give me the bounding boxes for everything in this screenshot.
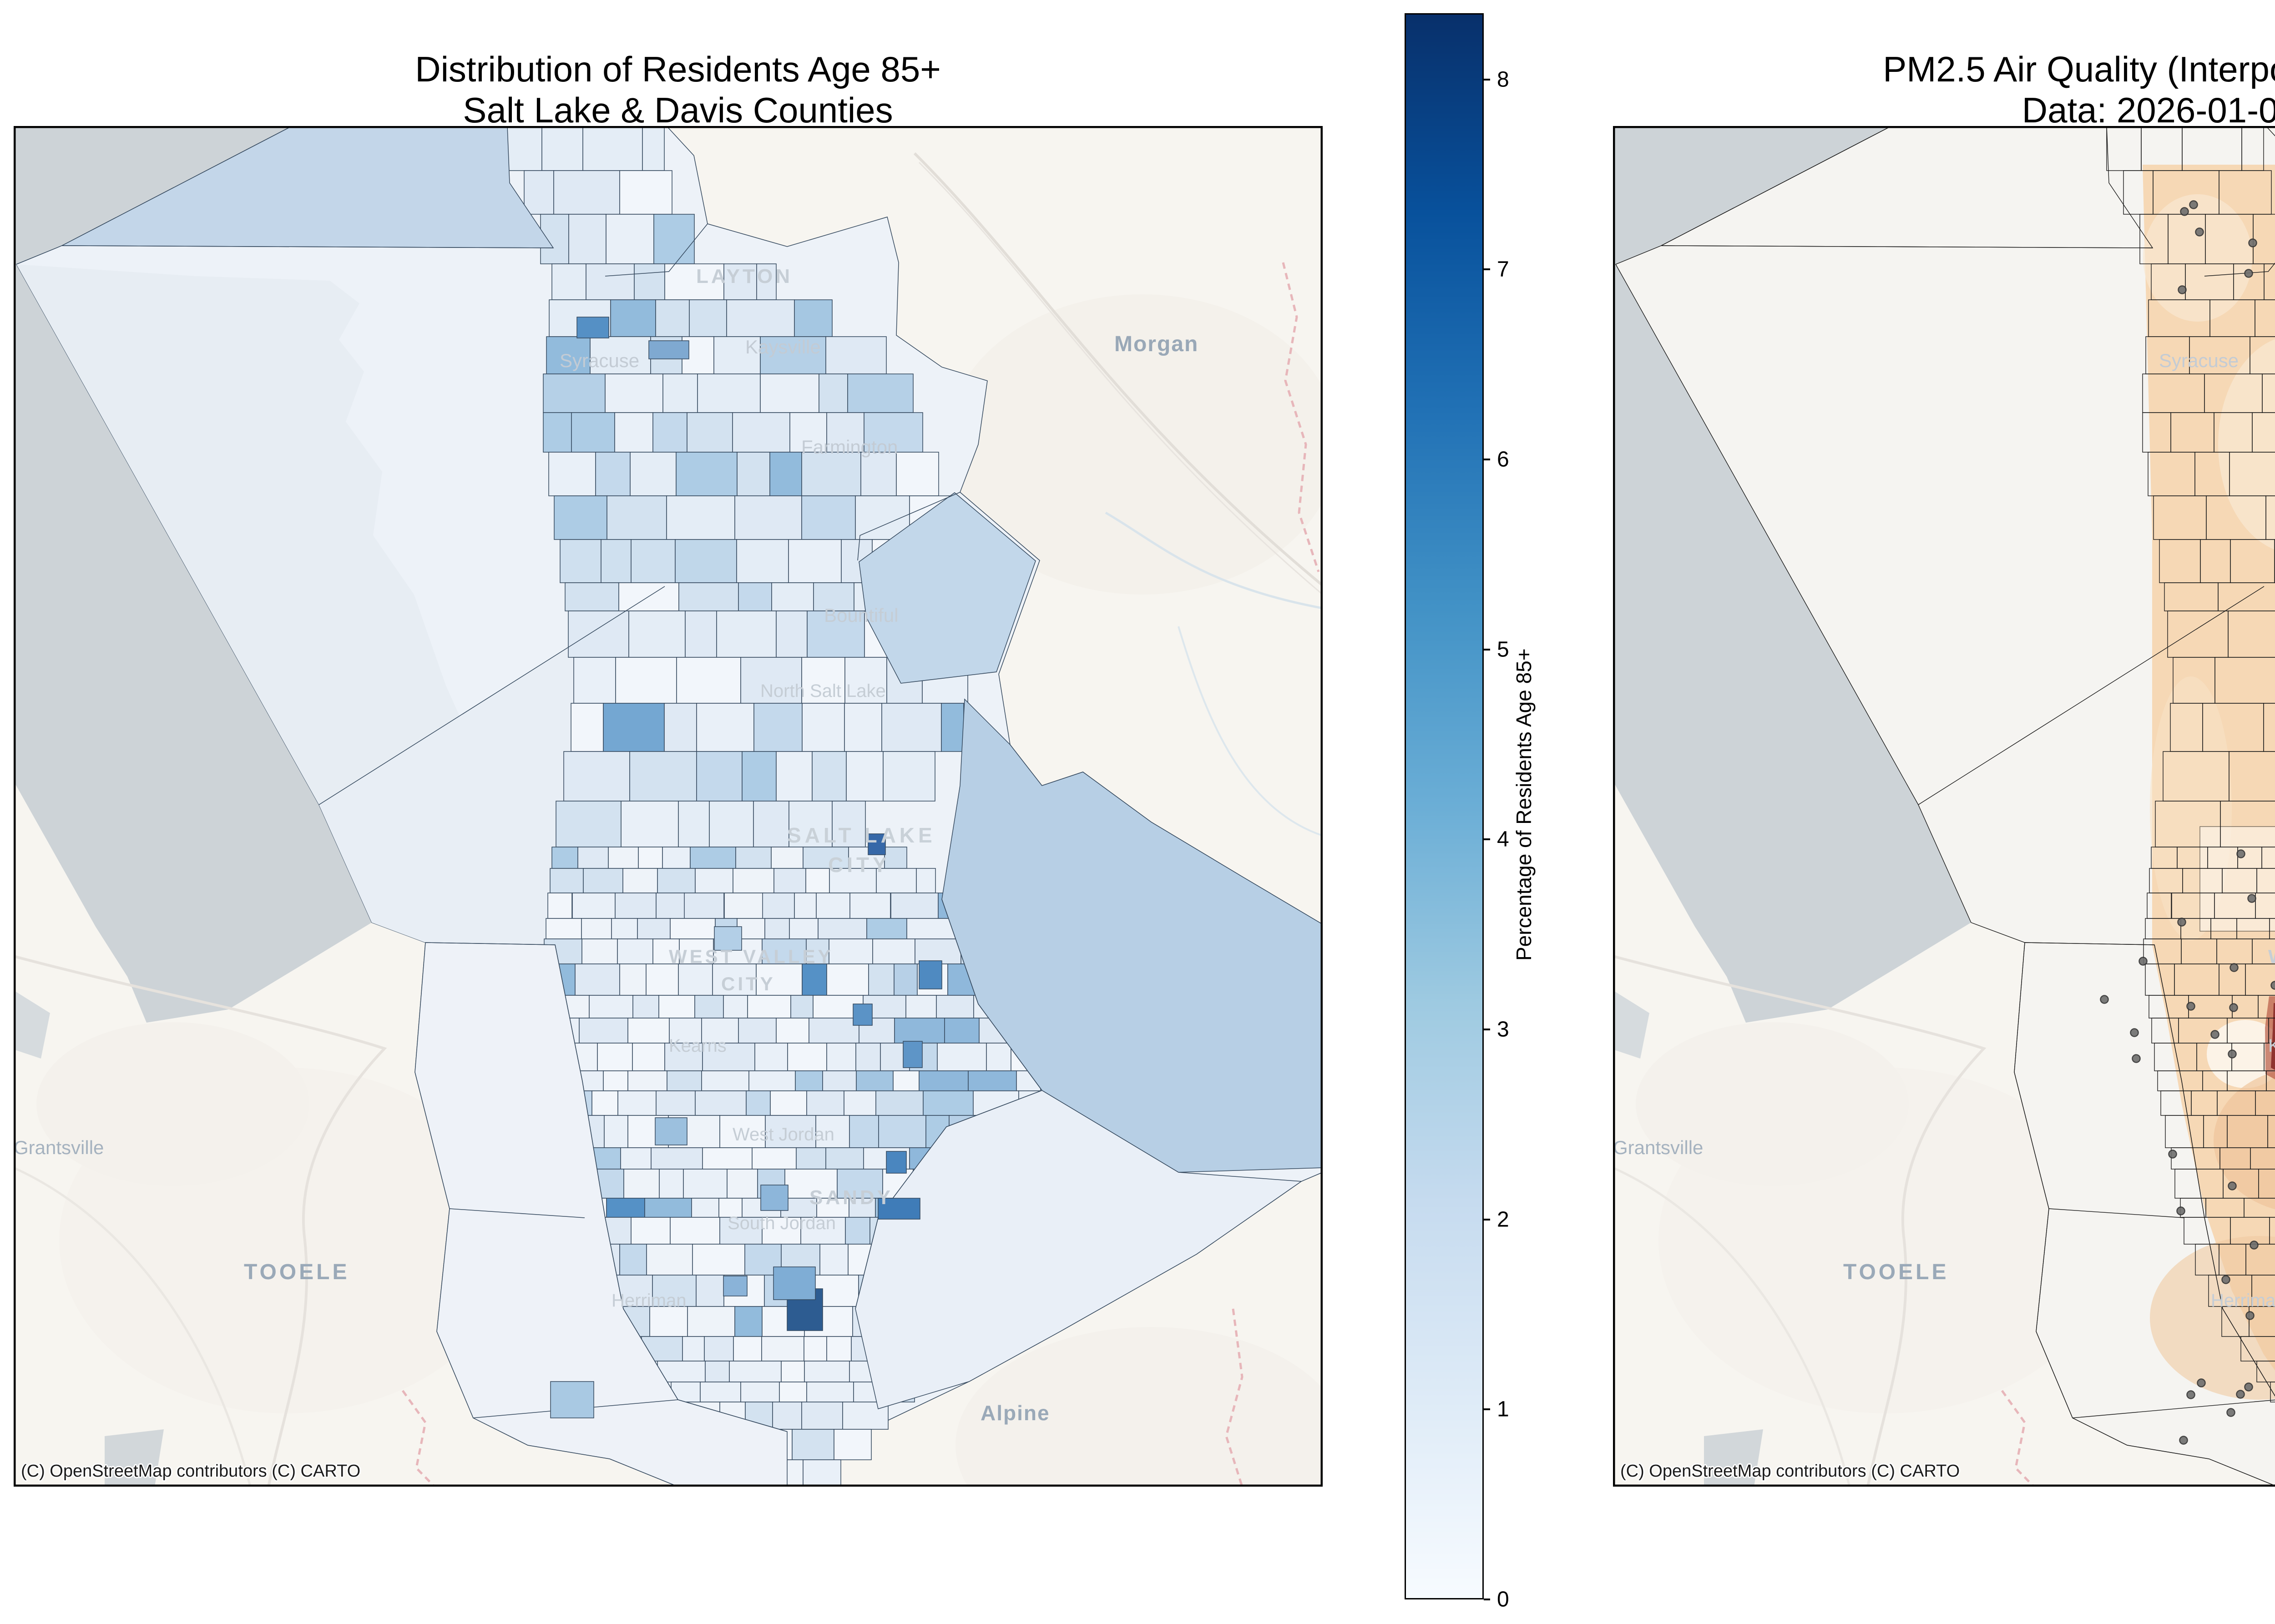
svg-text:WEST VALLEY: WEST VALLEY	[669, 946, 834, 967]
svg-text:Kaysville: Kaysville	[745, 336, 821, 358]
svg-text:CITY: CITY	[828, 853, 890, 877]
svg-text:SANDY: SANDY	[809, 1186, 893, 1209]
svg-text:TOOELE: TOOELE	[1843, 1260, 1949, 1284]
svg-text:Alpine: Alpine	[981, 1401, 1050, 1425]
svg-text:Grantsville: Grantsville	[14, 1137, 104, 1158]
svg-text:WEST VALLEY: WEST VALLEY	[2268, 946, 2275, 967]
svg-text:Kearns: Kearns	[2268, 1036, 2275, 1056]
svg-text:TOOELE: TOOELE	[244, 1260, 349, 1284]
svg-text:Grantsville: Grantsville	[1613, 1137, 1703, 1158]
svg-text:LAYTON: LAYTON	[696, 265, 793, 287]
svg-text:Syracuse: Syracuse	[560, 350, 639, 371]
svg-text:Bountiful: Bountiful	[824, 605, 898, 626]
svg-text:CITY: CITY	[721, 973, 776, 994]
svg-text:South Jordan: South Jordan	[728, 1213, 836, 1233]
svg-text:Kearns: Kearns	[669, 1036, 727, 1056]
svg-text:Herriman: Herriman	[2211, 1291, 2275, 1311]
svg-text:West Jordan: West Jordan	[733, 1125, 834, 1145]
svg-text:Farmington: Farmington	[801, 436, 898, 458]
svg-text:North Salt Lake: North Salt Lake	[760, 681, 886, 701]
svg-text:Syracuse: Syracuse	[2159, 350, 2239, 371]
svg-text:SALT LAKE: SALT LAKE	[787, 823, 936, 847]
svg-text:Morgan: Morgan	[1114, 332, 1198, 356]
svg-text:Herriman: Herriman	[612, 1291, 686, 1311]
